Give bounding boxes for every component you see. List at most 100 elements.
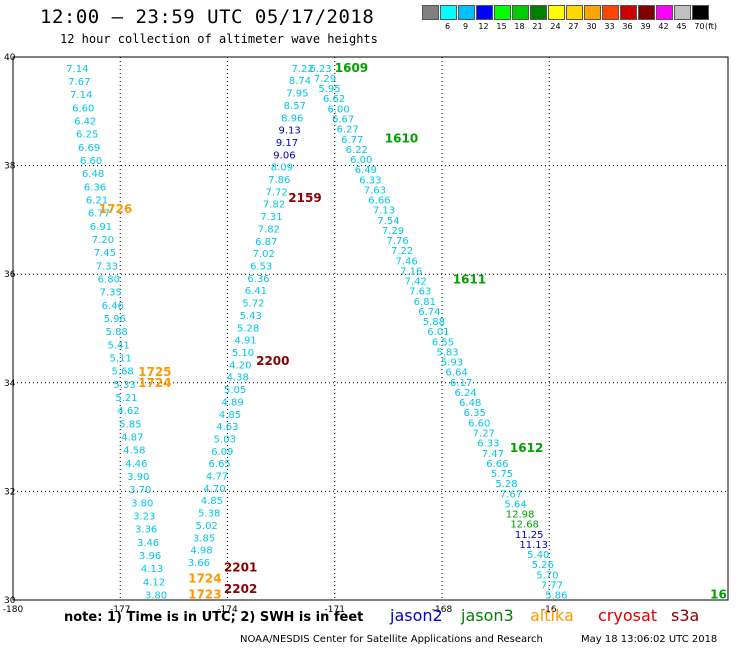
wave-height-value: 6.17 bbox=[450, 378, 472, 389]
latitude-tick-label: 38 bbox=[4, 162, 16, 172]
wave-height-value: 6.36 bbox=[84, 182, 106, 193]
legend-swatch bbox=[440, 5, 457, 20]
wave-height-value: 6.41 bbox=[245, 286, 267, 297]
mission-cryosat-label: cryosat bbox=[598, 606, 658, 625]
wave-height-value: 5.28 bbox=[237, 323, 259, 334]
wave-height-value: 6.66 bbox=[486, 459, 508, 470]
wave-height-value: 3.85 bbox=[193, 533, 215, 544]
wave-height-value: 7.76 bbox=[386, 236, 408, 247]
page-subtitle: 12 hour collection of altimeter wave hei… bbox=[60, 32, 378, 46]
longitude-tick-label: -16 bbox=[542, 605, 557, 615]
wave-height-value: 6.42 bbox=[74, 117, 96, 128]
wave-height-value: 7.27 bbox=[473, 429, 495, 440]
legend-swatch bbox=[512, 5, 529, 20]
legend-swatch bbox=[620, 5, 637, 20]
wave-height-value: 5.88 bbox=[106, 327, 128, 338]
wave-height-value: 6.46 bbox=[102, 301, 124, 312]
wave-height-value: 3.96 bbox=[139, 551, 161, 562]
wave-height-value: 7.63 bbox=[364, 185, 386, 196]
legend-swatch bbox=[638, 5, 655, 20]
latitude-tick-label: 30 bbox=[4, 596, 16, 606]
longitude-tick-label: -177 bbox=[110, 605, 130, 615]
wave-height-value: 7.86 bbox=[268, 175, 290, 186]
wave-height-value: 4.85 bbox=[201, 496, 223, 507]
wave-height-value: 6.60 bbox=[80, 156, 102, 167]
wave-height-value: 7.45 bbox=[94, 248, 116, 259]
wave-height-value: 6.09 bbox=[211, 447, 233, 458]
legend-label: 33 bbox=[604, 22, 615, 31]
wave-height-value: 5.64 bbox=[504, 499, 526, 510]
legend-swatch bbox=[566, 5, 583, 20]
wave-height-value: 7.82 bbox=[258, 224, 280, 235]
wave-height-value: 6.87 bbox=[255, 237, 277, 248]
legend-label: 24 bbox=[550, 22, 561, 31]
wave-height-value: 5.28 bbox=[495, 479, 517, 490]
wave-height-value: 6.22 bbox=[346, 145, 368, 156]
wave-height-value: 6.00 bbox=[350, 155, 372, 166]
wave-height-value: 4.77 bbox=[206, 472, 228, 483]
wave-height-value: 7.22 bbox=[291, 64, 313, 75]
wave-height-value: 7.46 bbox=[396, 256, 418, 267]
wave-height-value: 6.00 bbox=[327, 104, 349, 115]
pass-time-label: 1725 bbox=[138, 365, 171, 379]
legend-label: 15 bbox=[496, 22, 507, 31]
wave-height-value: 4.70 bbox=[203, 484, 225, 495]
wave-height-value: 7.02 bbox=[253, 249, 275, 260]
legend-unit: (ft) bbox=[704, 22, 718, 31]
legend-label: 18 bbox=[514, 22, 525, 31]
wave-height-value: 7.14 bbox=[66, 64, 88, 75]
wave-height-value: 5.05 bbox=[224, 385, 246, 396]
wave-height-value: 3.66 bbox=[188, 558, 210, 569]
wave-height-value: 7.20 bbox=[92, 235, 114, 246]
wave-height-value: 4.85 bbox=[219, 410, 241, 421]
wave-height-value: 6.66 bbox=[368, 196, 390, 207]
wave-height-value: 4.38 bbox=[227, 373, 249, 384]
legend-label: 27 bbox=[568, 22, 579, 31]
legend-label: 21 bbox=[532, 22, 543, 31]
wave-height-value: 7.13 bbox=[373, 206, 395, 217]
mission-altika-label: altika bbox=[530, 606, 574, 625]
wave-height-value: 5.83 bbox=[436, 347, 458, 358]
wave-height-value: 6.21 bbox=[86, 196, 108, 207]
legend-label: 12 bbox=[478, 22, 489, 31]
map-frame bbox=[12, 56, 729, 601]
wave-height-value: 4.58 bbox=[123, 446, 145, 457]
wave-height-value: 4.62 bbox=[117, 406, 139, 417]
latitude-tick-label: 34 bbox=[4, 379, 16, 389]
mission-jason3-label: jason3 bbox=[461, 606, 514, 625]
legend-label: 36 bbox=[622, 22, 633, 31]
wave-height-value: 7.47 bbox=[482, 449, 504, 460]
wave-height-value: 7.29 bbox=[382, 226, 404, 237]
pass-time-label: 1724 bbox=[188, 571, 221, 585]
wave-height-value: 5.40 bbox=[527, 550, 549, 561]
wave-height-value: 7.95 bbox=[286, 89, 308, 100]
wave-height-value: 3.36 bbox=[135, 525, 157, 536]
wave-height-value: 3.23 bbox=[133, 512, 155, 523]
wave-height-value: 5.96 bbox=[104, 314, 126, 325]
mission-jason2-label: jason2 bbox=[390, 606, 443, 625]
wave-height-value: 3.70 bbox=[129, 485, 151, 496]
wave-height-value: 4.46 bbox=[125, 459, 147, 470]
wave-height-value: 5.68 bbox=[111, 367, 133, 378]
wave-height-value: 7.72 bbox=[266, 187, 288, 198]
color-legend: 6 9 12 15 18 21 24 27 30 33 36 39 42 45 70 (ft) bbox=[422, 5, 728, 35]
pass-time-label: 1609 bbox=[335, 61, 368, 75]
pass-time-label: 2159 bbox=[288, 191, 321, 205]
wave-height-value: 5.26 bbox=[532, 560, 554, 571]
legend-swatch bbox=[656, 5, 673, 20]
page-title: 12:00 – 23:59 UTC 05/17/2018 bbox=[40, 6, 375, 28]
wave-height-value: 5.70 bbox=[536, 570, 558, 581]
longitude-tick-label: -174 bbox=[217, 605, 238, 615]
wave-height-value: 8.57 bbox=[284, 101, 306, 112]
wave-height-value: 3.80 bbox=[131, 498, 153, 509]
pass-time-label: 1723 bbox=[188, 588, 221, 602]
wave-height-value: 6.53 bbox=[250, 262, 272, 273]
wave-height-value: 8.09 bbox=[271, 163, 293, 174]
wave-height-value: 7.14 bbox=[70, 90, 92, 101]
wave-height-value: 6.77 bbox=[341, 135, 363, 146]
wave-height-value: 6.81 bbox=[414, 297, 436, 308]
wave-height-value: 6.33 bbox=[359, 175, 381, 186]
pass-time-label: 1726 bbox=[99, 202, 132, 216]
wave-height-value: 7.35 bbox=[100, 288, 122, 299]
